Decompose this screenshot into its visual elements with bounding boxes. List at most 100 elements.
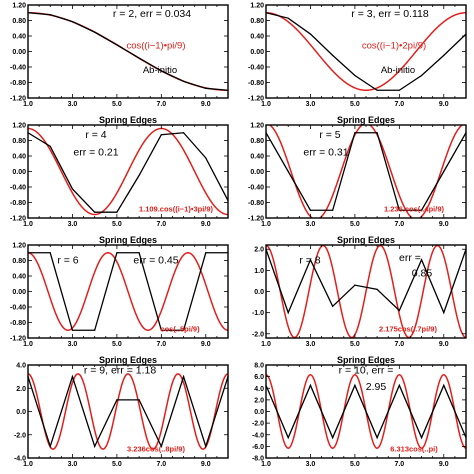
x-tick-label: 3.0	[306, 341, 316, 348]
series-cosine-fit	[28, 127, 228, 216]
data-point-5	[116, 44, 118, 46]
y-tick-label: -2.0	[14, 432, 26, 439]
data-point-8	[182, 329, 185, 331]
data-point-6	[138, 174, 140, 176]
annotation-err: err = 0.45	[133, 255, 178, 267]
legend-cosine-label: 6.313cos(..pi)	[390, 444, 438, 453]
y-tick-label: -0.40	[10, 305, 26, 312]
x-tick-label: 3.0	[306, 221, 316, 228]
chart-panel-5: 1.0 3.0 5.0 7.0 9.0 1.20 0.80 0.40 0.00 -0.40 -0.8…	[10, 235, 229, 348]
x-tick-label: 9.0	[201, 221, 211, 228]
x-tick-label: 1.0	[23, 221, 33, 228]
data-point-4	[94, 445, 96, 447]
data-point-9	[205, 87, 207, 89]
y-tick-label: 0.40	[12, 154, 26, 161]
y-tick-label: -1.20	[10, 336, 26, 343]
x-tick-label: 7.0	[156, 101, 166, 108]
y-tick-label: 0.0	[254, 289, 264, 296]
data-point-8	[182, 80, 185, 82]
x-axis-label: Spring Edges	[337, 355, 395, 365]
data-point-2	[49, 445, 51, 447]
y-tick-label: 0.0	[16, 409, 26, 416]
x-tick-label: 1.0	[261, 221, 271, 228]
series-cosine-fit	[28, 251, 228, 332]
data-point-2	[287, 170, 289, 173]
y-tick-label: 0.80	[12, 138, 26, 145]
data-point-4	[332, 437, 334, 439]
y-tick-label: -4.0	[14, 456, 26, 463]
y-tick-label: 1.20	[12, 243, 26, 250]
data-point-5	[116, 211, 118, 213]
x-tick-label: 1.0	[261, 341, 271, 348]
y-tick-label: 8.0	[254, 363, 264, 370]
series-ab-initio	[28, 252, 228, 331]
data-point-3	[309, 209, 312, 211]
x-tick-label: 3.0	[68, 341, 78, 348]
y-tick-label: 1.20	[12, 3, 26, 10]
y-tick-label: -0.80	[248, 200, 264, 207]
legend-cosine-label: 3.236cos(..8pi/9)	[127, 444, 185, 453]
x-tick-label: 7.0	[156, 221, 166, 228]
x-axis-label: Spring Edges	[337, 235, 395, 245]
data-point-9	[443, 312, 445, 314]
data-point-5	[354, 384, 356, 386]
chart-panel-6: 1.0 3.0 5.0 7.0 9.0 2.0 1.0 0.0 -1.0 -2.0 Spring E…	[252, 235, 467, 348]
x-tick-label: 5.0	[112, 461, 122, 468]
series-cosine-fit	[266, 245, 466, 338]
x-tick-label: 7.0	[156, 461, 166, 468]
data-point-4	[332, 54, 334, 56]
y-tick-label: -0.40	[248, 65, 264, 72]
data-point-8	[420, 259, 423, 261]
x-tick-label: 9.0	[201, 341, 211, 348]
y-tick-label: -0.40	[248, 185, 264, 192]
y-tick-label: 1.20	[250, 3, 264, 10]
data-point-9	[443, 384, 445, 386]
y-tick-label: 1.0	[254, 268, 264, 275]
y-tick-label: 0.40	[250, 34, 264, 41]
series-ab-initio	[28, 132, 228, 213]
y-tick-label: 2.0	[254, 397, 264, 404]
x-tick-label: 5.0	[112, 221, 122, 228]
chart-panel-1: 1.0 3.0 5.0 7.0 9.0 1.20 0.80 0.40 0.00 -0.40 -0.8…	[10, 3, 229, 108]
x-axis-label: Spring Edges	[99, 235, 157, 245]
annotation-err-value: 0.85	[412, 268, 433, 280]
y-tick-label: -1.20	[10, 96, 26, 103]
data-point-5	[116, 252, 118, 254]
y-tick-label: 0.80	[12, 18, 26, 25]
data-point-6	[138, 57, 140, 59]
legend-cosine-label: cos(..5pi/9)	[160, 324, 200, 333]
data-point-7	[160, 445, 162, 447]
x-tick-label: 3.0	[68, 461, 78, 468]
legend-cosine-label: cos((i−1)•pi/9)	[126, 41, 185, 52]
data-point-7	[398, 384, 400, 386]
data-point-3	[71, 21, 74, 23]
chart-panel-8: 1.0 3.0 5.0 7.0 9.0 8.0 6.0 4.0 2.0 0.0 -2.0 -4.0 -6…	[252, 355, 467, 468]
annotation-err: err = 0.31	[303, 147, 348, 159]
series-ab-initio	[28, 374, 228, 449]
y-tick-label: -4.0	[252, 432, 264, 439]
y-tick-label: 0.40	[250, 154, 264, 161]
data-point-7	[398, 309, 400, 312]
x-tick-label: 9.0	[439, 221, 449, 228]
y-tick-label: 0.40	[12, 34, 26, 41]
y-tick-label: 0.80	[12, 258, 26, 265]
y-tick-label: 0.00	[250, 49, 264, 56]
x-tick-label: 3.0	[306, 461, 316, 468]
y-tick-label: -0.80	[248, 80, 264, 87]
data-point-9	[205, 157, 207, 159]
data-point-4	[94, 211, 96, 213]
data-point-8	[420, 209, 423, 211]
y-tick-label: 0.00	[12, 49, 26, 56]
y-tick-label: 0.80	[250, 18, 264, 25]
y-tick-label: -0.80	[10, 320, 26, 327]
y-tick-label: 1.20	[12, 123, 26, 130]
y-tick-label: 0.80	[250, 138, 264, 145]
data-point-7	[160, 134, 162, 136]
y-tick-label: -1.20	[10, 216, 26, 223]
data-point-5	[354, 284, 356, 286]
x-tick-label: 5.0	[350, 221, 360, 228]
x-axis-label: Spring Edges	[99, 355, 157, 365]
data-point-7	[398, 89, 400, 91]
x-tick-label: 7.0	[394, 221, 404, 228]
x-tick-label: 7.0	[394, 341, 404, 348]
